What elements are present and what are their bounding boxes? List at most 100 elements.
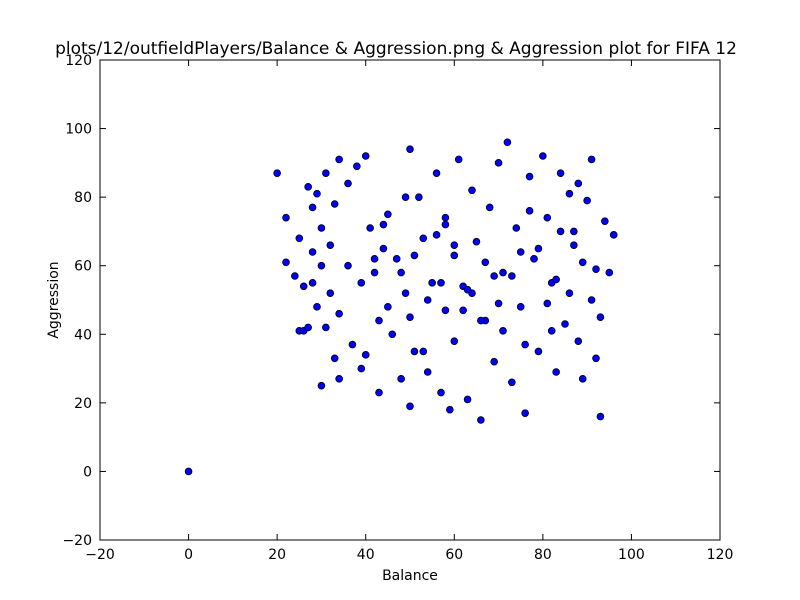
chart-title: plots/12/outfieldPlayers/Balance & Aggre… <box>55 39 737 59</box>
scatter-point <box>291 272 299 280</box>
scatter-point <box>282 213 290 222</box>
scatter-point <box>384 303 392 311</box>
y-axis-label: Aggression <box>46 261 62 338</box>
scatter-point <box>273 169 281 177</box>
scatter-point <box>401 193 410 201</box>
scatter-point <box>441 220 450 229</box>
scatter-point <box>587 296 596 304</box>
scatter-points <box>184 138 618 476</box>
scatter-point <box>477 416 485 424</box>
scatter-point <box>490 272 498 280</box>
scatter-point <box>601 217 609 225</box>
scatter-point <box>468 186 476 195</box>
scatter-point <box>308 203 317 212</box>
scatter-point <box>410 251 419 260</box>
scatter-point <box>375 388 383 397</box>
scatter-point <box>330 354 339 363</box>
scatter-point <box>552 368 560 376</box>
scatter-point <box>317 261 326 270</box>
scatter-point <box>574 337 583 345</box>
scatter-point <box>556 169 565 177</box>
scatter-point <box>543 299 552 308</box>
scatter-point <box>561 320 569 328</box>
scatter-point <box>313 303 321 311</box>
y-tick-label: 120 <box>65 53 92 69</box>
scatter-point <box>508 272 516 280</box>
scatter-point <box>485 203 494 212</box>
scatter-point <box>503 138 512 147</box>
scatter-point <box>304 183 312 191</box>
scatter-point <box>335 375 343 383</box>
scatter-point <box>552 275 560 284</box>
scatter-point <box>361 152 370 160</box>
scatter-point <box>335 155 343 164</box>
scatter-point <box>494 299 503 308</box>
x-tick-label: 0 <box>184 547 193 563</box>
y-tick-label: 40 <box>74 327 92 343</box>
scatter-point <box>463 395 472 404</box>
x-tick-label: 80 <box>534 547 552 563</box>
scatter-point <box>406 145 414 153</box>
scatter-point <box>419 234 428 243</box>
scatter-point <box>592 354 600 363</box>
scatter-point <box>392 255 401 263</box>
scatter-point <box>428 279 436 287</box>
scatter-point <box>463 285 472 294</box>
scatter-point <box>565 189 574 198</box>
scatter-point <box>322 323 330 332</box>
scatter-point <box>304 323 312 332</box>
scatter-point <box>521 340 529 349</box>
x-tick-label: 100 <box>618 547 645 563</box>
scatter-point <box>583 196 591 205</box>
x-tick-label: 60 <box>445 547 463 563</box>
x-axis-label: Balance <box>382 568 438 584</box>
scatter-point <box>397 375 405 383</box>
y-tick-label: −20 <box>62 533 92 549</box>
scatter-point <box>370 255 379 263</box>
scatter-point <box>282 258 290 267</box>
scatter-point <box>308 279 317 287</box>
plot-frame <box>99 59 721 541</box>
scatter-point <box>370 268 379 277</box>
y-tick-label: 100 <box>65 122 92 138</box>
scatter-point <box>521 409 529 417</box>
scatter-point <box>530 255 538 263</box>
scatter-point <box>454 155 463 164</box>
x-tick-label: 40 <box>357 547 375 563</box>
scatter-point <box>596 313 605 321</box>
scatter-point <box>423 296 432 304</box>
scatter-point <box>344 261 352 270</box>
scatter-point <box>512 224 521 232</box>
scatter-point <box>184 467 193 476</box>
scatter-point <box>313 189 321 198</box>
scatter-point <box>570 227 578 236</box>
scatter-point <box>450 241 459 249</box>
x-tick-label: 120 <box>707 547 734 563</box>
scatter-point <box>335 309 343 318</box>
scatter-point <box>450 251 459 260</box>
scatter-point <box>361 351 370 359</box>
scatter-point <box>481 258 490 267</box>
scatter-point <box>295 234 304 243</box>
scatter-point <box>592 265 600 273</box>
scatter-point <box>415 193 423 201</box>
scatter-point <box>432 169 441 177</box>
scatter-point <box>499 268 507 277</box>
scatter-point <box>578 375 587 383</box>
scatter-point <box>326 289 335 297</box>
y-tick-label: 60 <box>74 259 92 275</box>
scatter-point <box>379 220 388 229</box>
scatter-point <box>525 207 534 215</box>
scatter-point <box>322 169 330 177</box>
scatter-point <box>357 364 366 373</box>
scatter-point <box>317 224 326 232</box>
scatter-point <box>348 340 357 349</box>
scatter-point <box>450 337 459 345</box>
scatter-point <box>299 282 308 291</box>
scatter-point <box>375 316 383 325</box>
scatter-point <box>534 244 543 253</box>
scatter-point <box>570 241 578 249</box>
scatter-point <box>446 405 454 414</box>
scatter-point <box>406 313 414 321</box>
